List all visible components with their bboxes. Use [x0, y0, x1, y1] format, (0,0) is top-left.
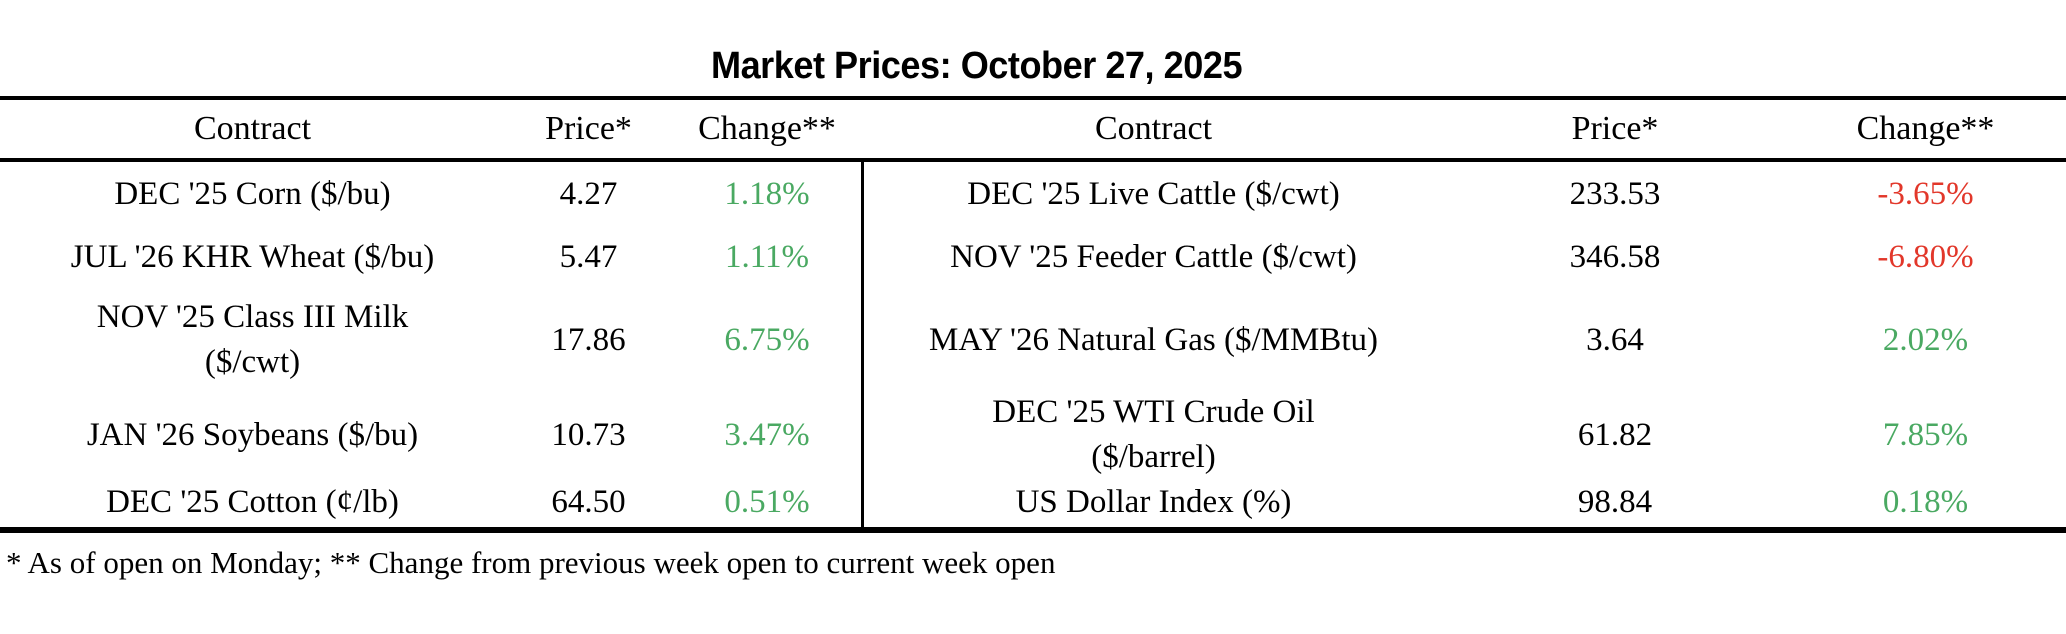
contract-cell: MAY '26 Natural Gas ($/MMBtu) — [929, 321, 1378, 358]
price-cell: 5.47 — [559, 238, 618, 275]
price-cell: 10.73 — [551, 416, 626, 453]
header-price-right: Price* — [1571, 110, 1659, 148]
change-cell: 2.02% — [1882, 321, 1969, 358]
price-cell: 17.86 — [551, 321, 626, 358]
contract-cell: DEC '25 WTI Crude Oil ($/barrel) — [992, 394, 1315, 475]
table-rule-bottom — [0, 527, 2066, 533]
contract-cell: DEC '25 Corn ($/bu) — [114, 175, 391, 212]
price-cell: 346.58 — [1569, 238, 1661, 275]
change-cell: 1.11% — [724, 238, 809, 275]
price-cell: 64.50 — [551, 484, 626, 521]
header-contract-right: Contract — [1094, 110, 1213, 148]
table-center-divider — [861, 162, 864, 527]
contract-cell: DEC '25 Cotton (¢/lb) — [106, 484, 399, 521]
change-cell: -3.65% — [1877, 175, 1974, 212]
contract-cell: NOV '25 Feeder Cattle ($/cwt) — [950, 238, 1357, 275]
price-cell: 4.27 — [559, 175, 618, 212]
header-change-right: Change** — [1856, 110, 1995, 148]
price-cell: 61.82 — [1577, 416, 1653, 453]
change-cell: 0.18% — [1882, 484, 1969, 521]
change-cell: 1.18% — [724, 175, 810, 212]
contract-cell: JAN '26 Soybeans ($/bu) — [86, 416, 419, 453]
price-cell: 98.84 — [1577, 484, 1653, 521]
title-row: Market Prices: October 27, 2025 — [0, 0, 2066, 96]
table-body: DEC '25 Corn ($/bu) 4.27 1.18% DEC '25 L… — [0, 162, 2066, 527]
price-cell: 233.53 — [1569, 175, 1661, 212]
page-title: Market Prices: October 27, 2025 — [711, 45, 1243, 87]
contract-cell: NOV '25 Class III Milk ($/cwt) — [96, 299, 409, 380]
change-cell: 3.47% — [724, 416, 810, 453]
price-cell: 3.64 — [1586, 321, 1644, 358]
change-cell: 6.75% — [724, 321, 810, 358]
header-change-left: Change** — [698, 110, 836, 148]
table-header-row: Contract Price* Change** Contract Price*… — [0, 100, 2066, 158]
table-footnote: * As of open on Monday; ** Change from p… — [6, 545, 1056, 580]
change-cell: 0.51% — [724, 484, 810, 521]
contract-cell: US Dollar Index (%) — [1015, 484, 1292, 521]
header-price-left: Price* — [545, 110, 632, 148]
table-rule-under-header — [0, 158, 2066, 162]
contract-cell: JUL '26 KHR Wheat ($/bu) — [70, 238, 435, 275]
contract-cell: DEC '25 Live Cattle ($/cwt) — [967, 175, 1340, 212]
change-cell: -6.80% — [1877, 238, 1974, 275]
header-contract-left: Contract — [193, 110, 312, 148]
change-cell: 7.85% — [1882, 416, 1969, 453]
table-rule-top — [0, 96, 2066, 100]
